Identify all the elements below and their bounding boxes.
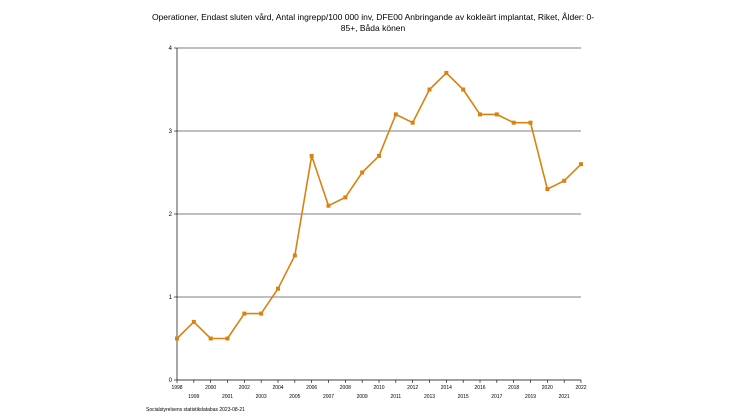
x-tick-label-2007: 2007 bbox=[323, 394, 334, 400]
data-point-2004 bbox=[276, 286, 280, 291]
y-tick-label-2: 2 bbox=[169, 212, 173, 218]
data-point-1999 bbox=[191, 319, 196, 324]
y-tick-label-4: 4 bbox=[169, 46, 173, 52]
x-tick-label-2002: 2002 bbox=[239, 385, 250, 391]
y-tick-labels: 0 1 2 3 4 bbox=[169, 46, 173, 384]
x-tick-label-2015: 2015 bbox=[458, 394, 469, 400]
x-tick-label-2019: 2019 bbox=[525, 394, 536, 400]
data-point-2018 bbox=[511, 120, 516, 125]
data-point-2002 bbox=[242, 311, 247, 316]
x-tick-label-2006: 2006 bbox=[306, 385, 317, 391]
x-tick-label-1998: 1998 bbox=[171, 385, 182, 391]
x-tick-label-2001: 2001 bbox=[222, 394, 233, 400]
data-point-2009 bbox=[360, 170, 365, 175]
x-tick-label-2011: 2011 bbox=[390, 394, 401, 400]
data-point-2017 bbox=[494, 112, 499, 117]
x-tick-label-2008: 2008 bbox=[340, 385, 351, 391]
data-point-2016 bbox=[478, 112, 482, 117]
data-point-2006 bbox=[309, 153, 314, 158]
x-tick-label-2020: 2020 bbox=[542, 385, 553, 391]
data-point-2015 bbox=[461, 87, 466, 92]
data-point-2021 bbox=[562, 178, 567, 183]
x-tick-label-2009: 2009 bbox=[357, 394, 368, 400]
x-tick-label-2014: 2014 bbox=[441, 385, 452, 391]
data-point-2007 bbox=[326, 203, 331, 208]
x-tick-labels: 1998 1999 2000 2001 2002 2003 2004 2005 2006 2007… bbox=[171, 385, 586, 400]
x-tick-label-2021: 2021 bbox=[559, 394, 570, 400]
gridlines bbox=[177, 47, 581, 298]
data-point-2010 bbox=[377, 153, 381, 158]
data-point-2000 bbox=[208, 336, 213, 341]
data-point-2003 bbox=[259, 311, 264, 316]
chart-title: Operationer, Endast sluten vård, Antal i… bbox=[151, 12, 595, 33]
y-tick-label-3: 3 bbox=[169, 129, 173, 135]
data-point-2012 bbox=[410, 120, 415, 125]
data-point-2013 bbox=[427, 87, 432, 92]
data-point-1998 bbox=[175, 336, 179, 341]
x-tick-label-2004: 2004 bbox=[272, 385, 283, 391]
x-tick-label-2016: 2016 bbox=[474, 385, 485, 391]
x-tick-label-2005: 2005 bbox=[289, 394, 300, 400]
data-point-2019 bbox=[528, 120, 533, 125]
axes bbox=[174, 47, 582, 383]
x-tick-label-2022: 2022 bbox=[575, 385, 586, 391]
data-point-2005 bbox=[292, 253, 297, 258]
data-point-2001 bbox=[225, 336, 230, 341]
series bbox=[175, 70, 583, 341]
x-tick-label-2000: 2000 bbox=[205, 385, 216, 391]
data-point-2020 bbox=[545, 187, 550, 192]
x-tick-label-2018: 2018 bbox=[508, 385, 519, 391]
data-point-2008 bbox=[343, 195, 348, 200]
x-tick-label-2003: 2003 bbox=[256, 394, 267, 400]
series-line-0 bbox=[176, 72, 582, 340]
x-tick-label-2017: 2017 bbox=[491, 394, 502, 400]
source-note: Socialstyrelsens statistikdatabas 2023-0… bbox=[146, 407, 245, 413]
data-point-2014 bbox=[444, 70, 449, 75]
x-tick-label-1999: 1999 bbox=[188, 394, 199, 400]
y-tick-label-1: 1 bbox=[169, 295, 173, 301]
x-tick-label-2013: 2013 bbox=[424, 394, 435, 400]
data-point-2022 bbox=[579, 162, 583, 167]
y-tick-label-0: 0 bbox=[169, 378, 173, 384]
x-tick-label-2012: 2012 bbox=[407, 385, 418, 391]
data-point-2011 bbox=[393, 112, 398, 117]
x-tick-label-2010: 2010 bbox=[373, 385, 384, 391]
